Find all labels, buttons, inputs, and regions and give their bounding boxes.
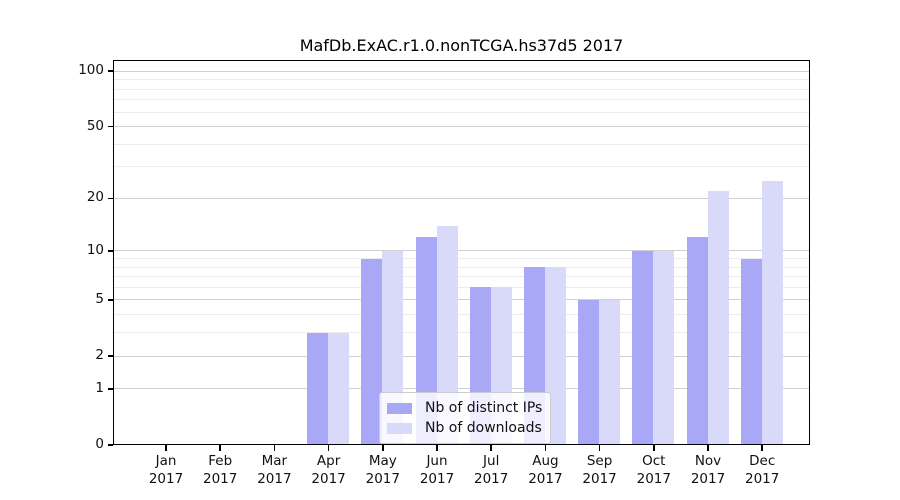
- bar-ips-apr: [307, 332, 329, 445]
- x-tick-label-apr: Apr 2017: [311, 453, 346, 488]
- x-tick-label-dec: Dec 2017: [745, 453, 780, 488]
- y-tick-label-100: 100: [78, 62, 104, 79]
- x-tick-label-jan: Jan 2017: [148, 453, 184, 488]
- x-tick-mark-feb: [219, 445, 221, 451]
- chart-title: MafDb.ExAC.r1.0.nonTCGA.hs37d5 2017: [299, 36, 624, 55]
- gridline-minor-80: [113, 88, 810, 90]
- x-tick-label-jun: Jun 2017: [419, 453, 455, 488]
- bar-downloads-dec: [761, 181, 783, 445]
- gridline-minor-90: [113, 79, 810, 81]
- y-tick-mark-1: [107, 388, 113, 390]
- legend-label-downloads: Nb of downloads: [425, 420, 542, 436]
- y-tick-mark-20: [107, 197, 113, 200]
- y-tick-label-0: 0: [95, 436, 104, 452]
- bar-ips-oct: [632, 250, 654, 445]
- x-tick-label-feb: Feb 2017: [203, 453, 238, 488]
- x-tick-mark-apr: [327, 445, 330, 451]
- gridline-major-1: [113, 388, 810, 390]
- x-tick-mark-may: [382, 445, 384, 451]
- legend-swatch-distinct-ips: [387, 402, 412, 414]
- bar-downloads-jun: [436, 225, 458, 445]
- gridline-minor-70: [113, 99, 810, 101]
- legend: Nb of distinct IPs Nb of downloads: [379, 392, 551, 444]
- gridline-minor-30: [113, 166, 810, 168]
- x-tick-mark-dec: [761, 445, 763, 451]
- x-tick-label-sep: Sep 2017: [582, 453, 617, 488]
- y-tick-label-2: 2: [95, 347, 104, 363]
- gridline-minor-4: [113, 314, 810, 316]
- bar-ips-may: [361, 258, 383, 445]
- gridline-minor-7: [113, 276, 810, 278]
- bar-ips-nov: [686, 237, 708, 445]
- x-tick-label-aug: Aug 2017: [528, 453, 563, 488]
- y-tick-mark-10: [107, 250, 113, 252]
- bar-ips-dec: [740, 258, 762, 445]
- x-tick-mark-mar: [273, 445, 276, 451]
- y-tick-label-20: 20: [86, 189, 104, 206]
- x-tick-mark-jan: [165, 445, 167, 451]
- x-tick-label-oct: Oct 2017: [636, 453, 671, 488]
- y-tick-label-10: 10: [86, 241, 104, 258]
- gridline-major-2: [113, 355, 810, 357]
- gridline-minor-9: [113, 258, 810, 259]
- gridline-minor-3: [113, 332, 810, 334]
- x-tick-mark-aug: [544, 445, 547, 451]
- bar-downloads-nov: [707, 191, 729, 445]
- bar-downloads-apr: [328, 332, 350, 445]
- x-tick-label-may: May 2017: [365, 453, 400, 488]
- gridline-major-50: [113, 126, 810, 128]
- gridline-major-20: [113, 197, 810, 199]
- gridline-minor-8: [113, 266, 810, 268]
- y-tick-label-5: 5: [95, 290, 104, 307]
- gridline-major-100: [113, 70, 810, 72]
- y-tick-label-1: 1: [95, 379, 104, 396]
- bar-downloads-oct: [653, 250, 675, 445]
- gridline-minor-6: [113, 286, 810, 288]
- y-tick-mark-50: [107, 125, 113, 128]
- y-tick-mark-5: [107, 299, 113, 301]
- legend-item-downloads: Nb of downloads: [387, 418, 542, 438]
- legend-item-distinct-ips: Nb of distinct IPs: [387, 398, 542, 418]
- gridline-major-10: [113, 250, 810, 252]
- y-tick-mark-0: [107, 444, 113, 446]
- x-tick-mark-jul: [490, 445, 492, 451]
- x-tick-label-jul: Jul 2017: [474, 453, 509, 488]
- x-tick-mark-jun: [436, 445, 438, 451]
- legend-label-distinct-ips: Nb of distinct IPs: [425, 400, 543, 416]
- x-tick-mark-sep: [598, 445, 601, 451]
- x-tick-mark-oct: [653, 445, 655, 451]
- gridline-minor-40: [113, 143, 810, 145]
- legend-swatch-downloads: [387, 422, 412, 434]
- bar-downloads-sep: [599, 299, 621, 445]
- x-tick-mark-nov: [707, 445, 709, 451]
- y-tick-mark-100: [107, 70, 113, 72]
- gridline-minor-60: [113, 111, 810, 113]
- y-tick-mark-2: [107, 355, 113, 357]
- x-tick-label-mar: Mar 2017: [257, 453, 292, 488]
- y-tick-label-50: 50: [86, 117, 104, 134]
- x-tick-label-nov: Nov 2017: [690, 453, 726, 488]
- gridline-major-5: [113, 299, 810, 301]
- bar-ips-sep: [578, 299, 600, 445]
